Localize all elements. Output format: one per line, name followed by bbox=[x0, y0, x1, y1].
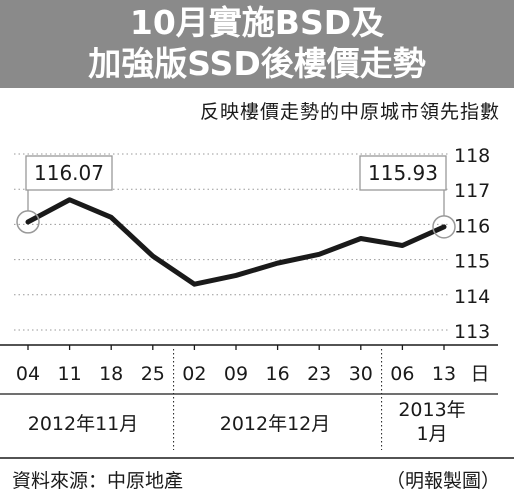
data-label: 116.07 bbox=[34, 161, 104, 185]
x-tick-label: 16 bbox=[266, 363, 290, 385]
chart-subtitle: 反映樓價走勢的中原城市領先指數 bbox=[199, 101, 500, 123]
y-tick-label: 118 bbox=[454, 145, 490, 167]
x-tick-label: 09 bbox=[224, 363, 248, 385]
x-tick-label: 06 bbox=[390, 363, 414, 385]
y-tick-label: 114 bbox=[454, 286, 490, 308]
x-tick-label: 13 bbox=[432, 363, 456, 385]
data-label: 115.93 bbox=[368, 161, 438, 185]
credit-note: （明報製圖） bbox=[385, 470, 500, 492]
y-tick-label: 115 bbox=[454, 251, 490, 273]
chart-title-line-1: 10月實施BSD及 bbox=[129, 3, 385, 42]
x-tick-label: 18 bbox=[99, 363, 123, 385]
series bbox=[25, 197, 447, 287]
y-tick-label: 117 bbox=[454, 180, 490, 202]
grid-lines bbox=[14, 153, 448, 331]
line-chart: 113 114 115 116 117 118 116.07 115.93 04 11 18 25… bbox=[0, 145, 514, 459]
axes: 113 114 115 116 117 118 bbox=[0, 145, 514, 459]
month-group-label: 2012年11月 bbox=[28, 413, 139, 435]
callout-box bbox=[359, 155, 447, 191]
month-group-label: 2012年12月 bbox=[220, 413, 331, 435]
series-line bbox=[25, 197, 447, 287]
x-unit-label: 日 bbox=[470, 363, 489, 385]
x-tick-label: 25 bbox=[141, 363, 165, 385]
x-tick-label: 04 bbox=[16, 363, 40, 385]
month-group-label: 1月 bbox=[416, 423, 447, 445]
chart-title-line-2: 加強版SSD後樓價走勢 bbox=[88, 44, 426, 83]
y-tick-label: 113 bbox=[454, 321, 490, 343]
title-banner: 10月實施BSD及 加強版SSD後樓價走勢 bbox=[0, 0, 514, 88]
x-tick-label: 02 bbox=[182, 363, 206, 385]
source-note: 資料來源：中原地產 bbox=[12, 470, 184, 492]
callout-box bbox=[25, 155, 113, 191]
x-tick-label: 11 bbox=[58, 363, 82, 385]
x-tick-labels: 04 11 18 25 02 09 16 23 30 06 13 日 2012年11月 2012年12月 2… bbox=[16, 363, 490, 445]
highlight-circle bbox=[16, 210, 40, 234]
x-tick-label: 30 bbox=[349, 363, 373, 385]
x-tick-label: 23 bbox=[307, 363, 331, 385]
annotations: 116.07 115.93 bbox=[16, 155, 456, 239]
month-group-label: 2013年 bbox=[398, 399, 465, 421]
y-tick-label: 116 bbox=[454, 215, 490, 237]
